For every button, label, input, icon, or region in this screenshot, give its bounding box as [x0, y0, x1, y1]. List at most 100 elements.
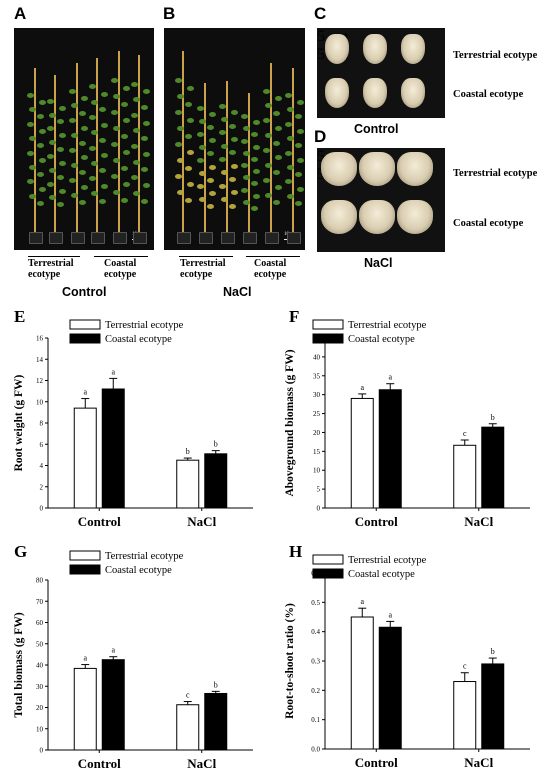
- plant-stem: [226, 81, 228, 233]
- plant-leaf: [59, 188, 66, 194]
- plant-leaf: [57, 202, 64, 208]
- plant-leaf: [99, 107, 106, 113]
- plant-leaf: [47, 126, 54, 132]
- plant-leaf: [185, 102, 192, 108]
- root-ball: [363, 78, 387, 108]
- plant-pot: [71, 232, 85, 244]
- y-tick-label: 14: [36, 356, 44, 364]
- plant-leaf: [143, 151, 150, 157]
- plant-leaf: [187, 181, 194, 187]
- bar: [481, 663, 505, 750]
- legend-label: Terrestrial ecotype: [105, 320, 184, 331]
- plant-leaf: [275, 95, 282, 101]
- y-tick-label: 4: [40, 462, 44, 470]
- plant-leaf: [91, 191, 98, 197]
- plant-pot: [243, 232, 257, 244]
- plant-leaf: [263, 177, 270, 183]
- significance-letter: b: [186, 447, 190, 456]
- legend-swatch: [312, 319, 344, 330]
- plant-leaf: [27, 179, 34, 185]
- root-ball: [321, 152, 357, 186]
- plant-leaf: [241, 187, 248, 193]
- plant-leaf: [197, 184, 204, 190]
- y-tick-label: 40: [36, 662, 44, 670]
- plant-leaf: [37, 114, 44, 120]
- plant-leaf: [69, 177, 76, 183]
- plant-leaf: [59, 105, 66, 111]
- plant-leaf: [133, 190, 140, 196]
- plant-leaf: [99, 137, 106, 143]
- y-axis-label: Total biomass (g FW): [13, 612, 25, 717]
- y-tick-label: 25: [313, 410, 321, 418]
- plant-leaf: [27, 92, 34, 98]
- chart-total-biomass: G Terrestrial ecotype Coastal ecotype 0 10 20…: [13, 545, 253, 771]
- plant-leaf: [49, 140, 56, 146]
- plant-leaf: [123, 181, 130, 187]
- plant-leaf: [131, 112, 138, 118]
- legend-label: Terrestrial ecotype: [348, 555, 427, 566]
- legend-swatch: [312, 554, 344, 565]
- x-tick-label: NaCl: [187, 756, 216, 771]
- plant-leaf: [229, 150, 236, 156]
- plant-leaf: [113, 126, 120, 132]
- chart-root-to-shoot-ratio: H Terrestrial ecotype Coastal ecotype 0.0 0.…: [284, 545, 530, 770]
- plant-leaf: [241, 114, 248, 119]
- plant-leaf: [175, 110, 182, 116]
- plant-leaf: [253, 120, 260, 126]
- plant-leaf: [273, 110, 280, 116]
- y-tick-label: 0: [317, 505, 321, 513]
- plant-leaf: [221, 117, 228, 123]
- plant-leaf: [197, 131, 204, 137]
- plant-leaf: [273, 170, 280, 176]
- plant-leaf: [141, 136, 148, 142]
- plant-leaf: [187, 149, 194, 155]
- bar: [176, 459, 200, 509]
- y-tick-label: 45: [313, 335, 321, 343]
- plant-leaf: [207, 177, 214, 183]
- significance-letter: a: [360, 597, 364, 606]
- plant-leaf: [69, 88, 76, 94]
- plant-leaf: [175, 78, 182, 84]
- root-ball: [401, 34, 425, 64]
- plant-leaf: [207, 125, 214, 131]
- condition-label: NaCl: [364, 256, 393, 270]
- plant-leaf: [39, 157, 46, 163]
- plant-leaf: [285, 179, 292, 185]
- root-ball: [397, 152, 433, 186]
- bar: [378, 389, 402, 509]
- plant-leaf: [79, 140, 86, 146]
- plant-leaf: [263, 88, 270, 94]
- plant-leaf: [123, 86, 130, 92]
- plant-leaf: [219, 157, 226, 162]
- label-coastal-ecotype: Coastal ecotype: [104, 258, 137, 280]
- y-tick-label: 2: [40, 483, 44, 491]
- plant-leaf: [285, 92, 292, 98]
- plant-leaf: [241, 138, 248, 144]
- y-tick-label: 70: [36, 598, 44, 606]
- condition-label: NaCl: [223, 285, 252, 299]
- y-tick-label: 20: [313, 429, 321, 437]
- bar: [453, 444, 477, 509]
- bar: [481, 426, 505, 509]
- x-tick-label: NaCl: [464, 755, 493, 770]
- y-tick-label: 80: [36, 577, 44, 585]
- plant-leaf: [199, 197, 206, 203]
- plant-leaf: [27, 121, 34, 127]
- plant-pot: [287, 232, 301, 244]
- plant-leaf: [49, 167, 56, 173]
- photo-nacl-plants: 10 cm: [164, 28, 305, 250]
- label-terrestrial-ecotype: Terrestrial ecotype: [28, 258, 74, 280]
- plant-leaf: [123, 149, 130, 155]
- bar: [101, 388, 125, 509]
- plant-leaf: [141, 167, 148, 173]
- underline-terrestrial: [179, 256, 233, 257]
- plant-pot: [133, 232, 147, 244]
- plant-leaf: [29, 136, 36, 142]
- legend-swatch: [312, 333, 344, 344]
- legend-label: Terrestrial ecotype: [105, 551, 184, 562]
- plant-leaf: [29, 164, 36, 170]
- x-tick-label: NaCl: [187, 514, 216, 529]
- x-tick-label: NaCl: [464, 514, 493, 529]
- plant-leaf: [89, 114, 96, 120]
- plant-leaf: [123, 118, 130, 124]
